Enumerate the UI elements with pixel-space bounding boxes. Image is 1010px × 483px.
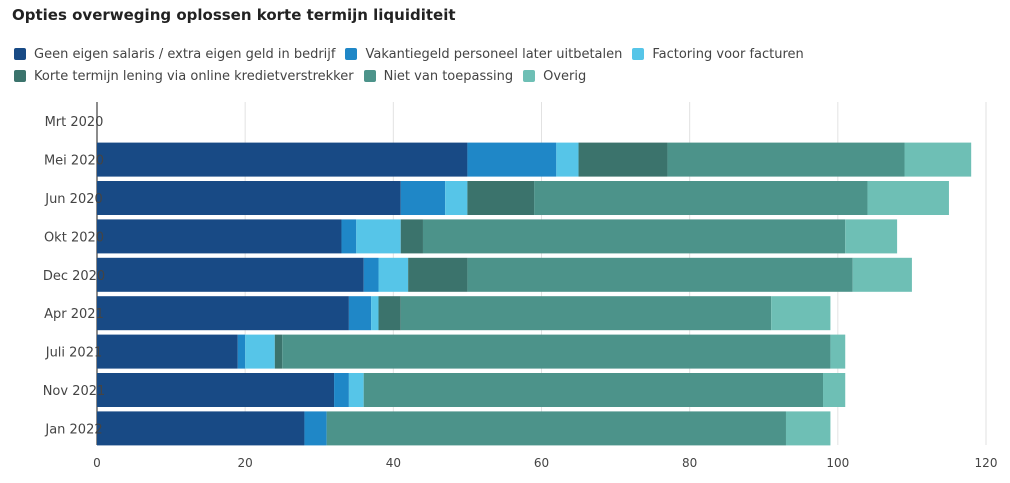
bar-segment[interactable] xyxy=(245,334,275,369)
legend-swatch xyxy=(363,70,376,82)
bar-segment[interactable] xyxy=(97,257,364,292)
category-label: Apr 2021 xyxy=(44,307,104,322)
bar-segment[interactable] xyxy=(845,219,898,254)
x-tick-label: 40 xyxy=(386,456,401,470)
legend-row-1: Geen eigen salaris / extra eigen geld in… xyxy=(14,43,1004,65)
category-label: Okt 2020 xyxy=(44,230,104,245)
bars xyxy=(97,142,972,446)
bar-segment[interactable] xyxy=(556,142,579,177)
legend-label: Korte termijn lening via online kredietv… xyxy=(34,68,354,84)
bar-segment[interactable] xyxy=(348,373,364,407)
bar-segment[interactable] xyxy=(334,373,349,407)
legend-row-2: Korte termijn lening via online kredietv… xyxy=(14,65,1004,87)
bar-segment[interactable] xyxy=(578,142,668,177)
bar-segment[interactable] xyxy=(274,334,283,369)
legend-item[interactable]: Factoring voor facturen xyxy=(632,46,804,62)
legend-item[interactable]: Overig xyxy=(523,69,586,84)
x-tick-label: 120 xyxy=(975,456,998,470)
bar-segment[interactable] xyxy=(341,219,357,254)
bar-segment[interactable] xyxy=(97,334,238,369)
bar-segment[interactable] xyxy=(97,142,468,177)
legend-item[interactable]: Vakantiegeld personeel later uitbetalen xyxy=(345,47,622,62)
bar-segment[interactable] xyxy=(408,257,468,292)
bar-segment[interactable] xyxy=(445,181,468,215)
bar-segment[interactable] xyxy=(371,296,379,331)
legend-swatch xyxy=(14,70,26,82)
bar-segment[interactable] xyxy=(348,296,372,331)
category-labels: Mrt 2020 Mei 2020 Jun 2020 Okt 2020 Dec 2020… xyxy=(43,115,106,437)
legend-label: Overig xyxy=(543,68,587,84)
bar-segment[interactable] xyxy=(904,142,972,177)
bar-segment[interactable] xyxy=(97,411,305,446)
category-label: Mrt 2020 xyxy=(45,115,104,130)
x-tick-label: 80 xyxy=(682,456,697,470)
bar-segment[interactable] xyxy=(852,257,912,292)
bar-segment[interactable] xyxy=(467,181,535,215)
category-label: Nov 2021 xyxy=(43,384,106,399)
x-tick-label: 20 xyxy=(238,456,253,470)
legend-label: Vakantiegeld personeel later uitbetalen xyxy=(365,46,623,62)
legend-label: Niet van toepassing xyxy=(383,68,514,84)
bar-segment[interactable] xyxy=(400,296,772,331)
category-label: Jun 2020 xyxy=(44,192,103,207)
bar-segment[interactable] xyxy=(771,296,831,331)
bar-segment[interactable] xyxy=(363,257,379,292)
legend-swatch xyxy=(523,70,536,82)
category-label: Juli 2021 xyxy=(45,346,103,361)
legend-item[interactable]: Geen eigen salaris / extra eigen geld in… xyxy=(14,47,335,62)
x-tick-label: 100 xyxy=(826,456,849,470)
bar-segment[interactable] xyxy=(282,334,831,369)
bar-segment[interactable] xyxy=(830,334,846,369)
chart-title: Opties overweging oplossen korte termijn… xyxy=(12,6,456,24)
legend-label: Factoring voor facturen xyxy=(652,46,804,62)
bar-segment[interactable] xyxy=(467,257,853,292)
legend: Geen eigen salaris / extra eigen geld in… xyxy=(14,43,1004,87)
bar-segment[interactable] xyxy=(867,181,949,215)
bar-segment[interactable] xyxy=(378,257,409,292)
legend-item[interactable]: Niet van toepassing xyxy=(363,68,514,84)
bar-segment[interactable] xyxy=(363,373,824,407)
bar-segment[interactable] xyxy=(97,181,401,215)
bar-segment[interactable] xyxy=(534,181,868,215)
category-label: Dec 2020 xyxy=(43,269,105,284)
bar-segment[interactable] xyxy=(823,373,846,407)
category-label: Jan 2022 xyxy=(44,422,102,437)
bar-segment[interactable] xyxy=(237,334,246,369)
bar-segment[interactable] xyxy=(326,411,786,446)
legend-swatch xyxy=(14,48,26,60)
x-tick-label: 0 xyxy=(93,456,101,470)
bar-segment[interactable] xyxy=(400,181,446,215)
x-axis-tick-labels: 0 20 40 60 80 100 120 xyxy=(93,456,997,470)
bar-segment[interactable] xyxy=(467,142,557,177)
x-tick-label: 60 xyxy=(534,456,549,470)
bar-segment[interactable] xyxy=(304,411,327,446)
legend-label: Geen eigen salaris / extra eigen geld in… xyxy=(34,46,336,62)
bar-segment[interactable] xyxy=(667,142,905,177)
category-label: Mei 2020 xyxy=(44,154,104,169)
bar-segment[interactable] xyxy=(97,373,335,407)
legend-item[interactable]: Korte termijn lening via online kredietv… xyxy=(14,69,354,84)
bar-segment[interactable] xyxy=(97,219,342,254)
bar-segment[interactable] xyxy=(97,296,349,331)
legend-swatch xyxy=(632,48,645,60)
bar-segment[interactable] xyxy=(356,219,401,254)
bar-segment[interactable] xyxy=(378,296,401,331)
bar-segment[interactable] xyxy=(785,411,831,446)
bar-segment[interactable] xyxy=(400,219,423,254)
legend-swatch xyxy=(345,48,358,60)
bar-segment[interactable] xyxy=(422,219,846,254)
